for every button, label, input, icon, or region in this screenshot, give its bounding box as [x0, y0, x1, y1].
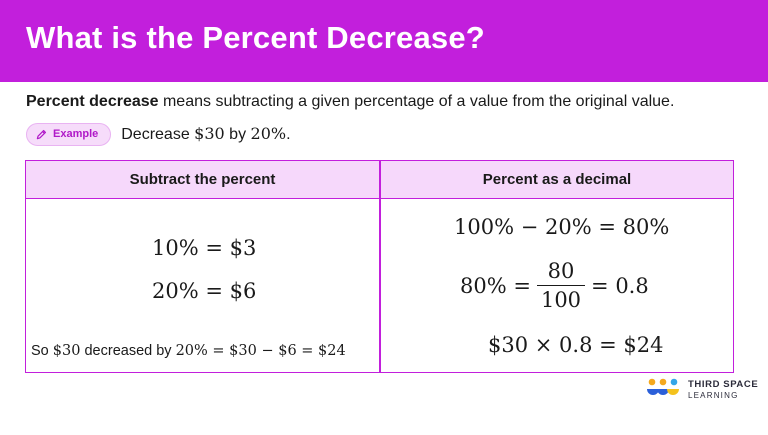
logo-line-1: THIRD SPACE [688, 379, 759, 390]
definition-text: Percent decrease means subtracting a giv… [26, 93, 674, 111]
fraction-numerator: 80 [547, 259, 575, 283]
conclusion-prefix: So [31, 343, 53, 359]
example-prefix: Decrease [121, 126, 195, 143]
example-middle: by [224, 126, 251, 143]
logo-mark-icon [647, 378, 679, 395]
example-amount: $30 [194, 124, 225, 143]
fraction-rhs: = 0.8 [591, 273, 649, 298]
example-badge: Example [26, 122, 112, 146]
left-step-10-percent: 10% = $3 [152, 236, 257, 260]
pencil-icon [36, 129, 47, 139]
page-title: What is the Percent Decrease? [26, 20, 485, 55]
column-header-decimal: Percent as a decimal [482, 171, 632, 188]
right-fraction-line: 80% = 80 100 = 0.8 [460, 259, 649, 312]
left-step-20-percent: 20% = $6 [152, 279, 257, 303]
conclusion-middle: decreased by [80, 343, 176, 359]
conclusion-math: 20% = $30 − $6 = $24 [175, 343, 346, 359]
conclusion-amount: $30 [52, 343, 81, 359]
left-conclusion: So $30 decreased by 20% = $30 − $6 = $24 [31, 343, 346, 359]
example-suffix: . [286, 126, 291, 143]
definition-term: Percent decrease [26, 93, 159, 110]
right-multiply-line: $30 × 0.8 = $24 [488, 333, 664, 357]
fraction-lhs: 80% = [460, 273, 531, 298]
right-subtract-percent: 100% − 20% = 80% [454, 215, 670, 239]
column-divider [379, 161, 381, 372]
example-row: Example Decrease $30 by 20%. [26, 122, 291, 146]
fraction: 80 100 [536, 259, 586, 312]
logo-line-2: LEARNING [688, 391, 739, 400]
logo-wordmark: THIRD SPACE LEARNING [688, 379, 758, 401]
method-table: Subtract the percent Percent as a decima… [25, 160, 734, 373]
title-banner: What is the Percent Decrease? [0, 0, 768, 82]
third-space-learning-logo: THIRD SPACE LEARNING [646, 378, 758, 402]
definition-body: means subtracting a given percentage of … [158, 93, 675, 110]
column-header-subtract: Subtract the percent [129, 171, 276, 188]
example-statement: Decrease $30 by 20%. [121, 124, 290, 144]
example-percent: 20% [250, 124, 287, 143]
fraction-denominator: 100 [536, 285, 586, 312]
example-badge-label: Example [53, 128, 99, 140]
